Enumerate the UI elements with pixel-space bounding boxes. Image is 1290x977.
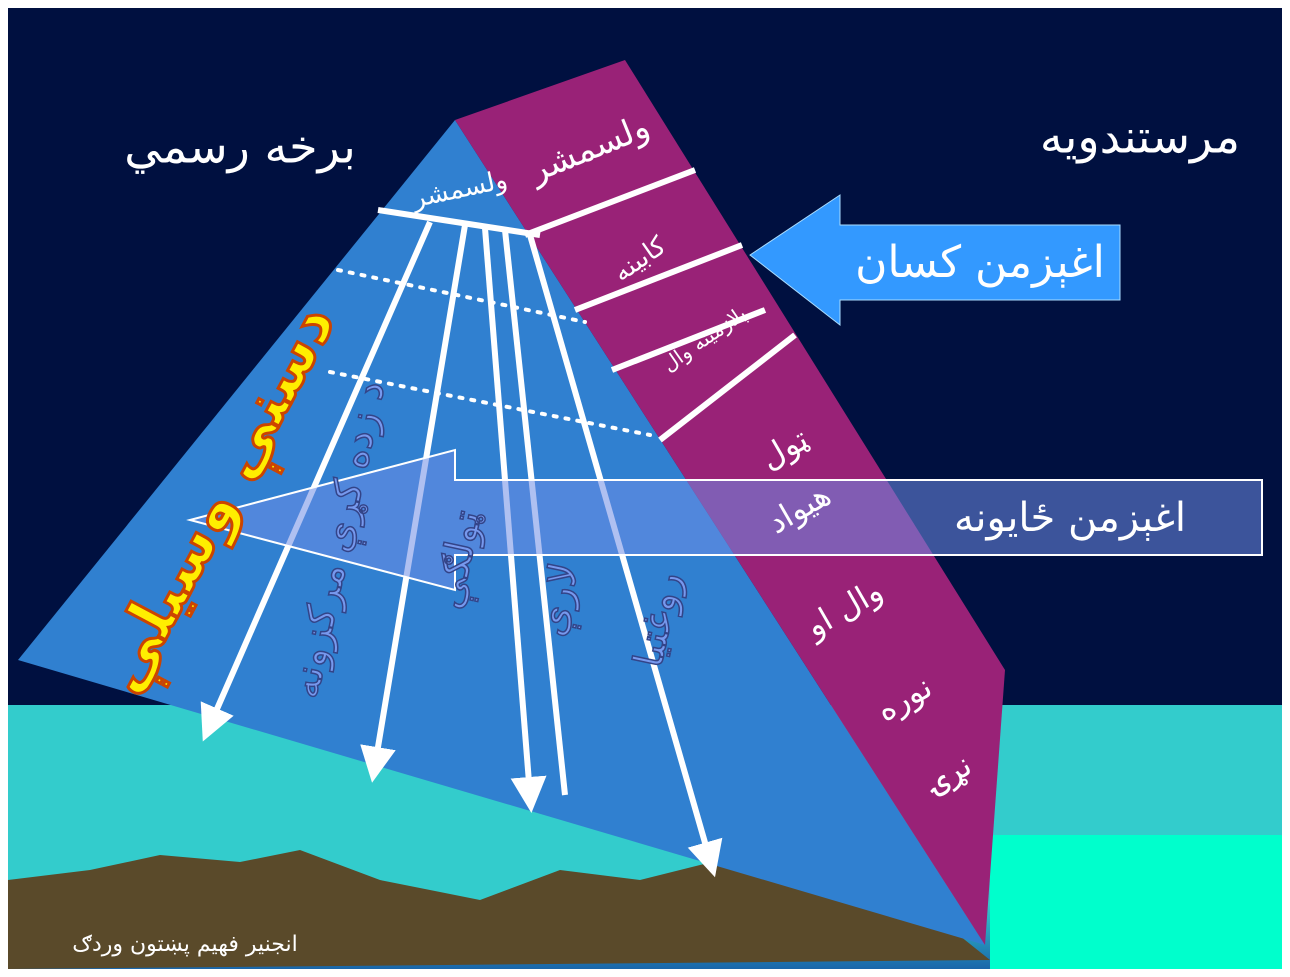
footer: انجنیر فهیم پښتون وردګ — [72, 932, 297, 957]
callout-people — [749, 194, 1121, 327]
sea-right — [990, 835, 1282, 969]
callout-places-text: اغېزمن ځایونه — [954, 495, 1186, 541]
title-left: برخه رسمي — [124, 120, 356, 175]
title-right: مرستندویه — [1040, 110, 1240, 165]
callout-people-text: اغېزمن کسان — [855, 237, 1105, 288]
callout-places — [186, 448, 1263, 592]
band-dividers — [523, 167, 797, 443]
mountains — [8, 850, 990, 969]
